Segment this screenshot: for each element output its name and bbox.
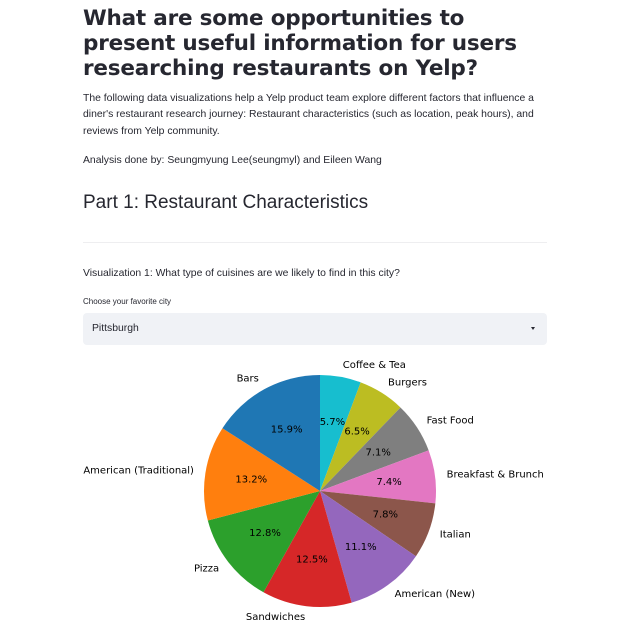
chevron-down-icon <box>531 327 535 330</box>
pie-slice <box>320 491 436 557</box>
pie-slice <box>320 382 401 491</box>
pie-percent-label: 11.1% <box>345 542 377 553</box>
pie-category-labels: Coffee & Tea Burgers Fast Food Breakfast & … <box>83 360 544 623</box>
divider <box>83 242 547 243</box>
pie-slice <box>207 491 320 593</box>
city-select-value: Pittsburgh <box>92 323 139 334</box>
pie-slice <box>222 375 320 491</box>
pie-percent-label: 15.9% <box>271 424 303 435</box>
city-select-label: Choose your favorite city <box>83 297 172 306</box>
pie-percent-label: 12.8% <box>249 528 281 539</box>
pie-category-label: Burgers <box>388 378 427 389</box>
pie-percent-label: 6.5% <box>344 427 369 438</box>
pie-slice <box>320 450 437 504</box>
pie-percent-label: 13.2% <box>235 475 267 486</box>
pie-percent-label: 7.1% <box>365 447 390 458</box>
pie-slice <box>320 407 429 491</box>
page-title: What are some opportunities to present u… <box>83 6 517 81</box>
visualization-label: Visualization 1: What type of cuisines a… <box>83 268 400 279</box>
pie-percent-label: 7.8% <box>373 509 398 520</box>
pie-category-label: Sandwiches <box>246 612 305 623</box>
pie-slices <box>204 375 437 607</box>
byline: Analysis done by: Seungmyung Lee(seungmy… <box>83 155 382 166</box>
pie-category-label: Fast Food <box>427 415 474 426</box>
pie-category-label: Coffee & Tea <box>343 360 406 371</box>
pie-slice <box>204 428 320 521</box>
city-select[interactable]: Pittsburgh <box>83 313 547 345</box>
section-title: Part 1: Restaurant Characteristics <box>83 192 369 213</box>
pie-percent-label: 12.5% <box>296 555 328 566</box>
pie-percent-label: 7.4% <box>376 477 401 488</box>
pie-category-label: Italian <box>440 529 471 540</box>
pie-category-label: Bars <box>237 373 259 384</box>
cuisine-pie-chart: 5.7%6.5% 7.1% 7.4% 7.8% 11.1% 12.5% 12.8% 13.2%… <box>83 360 544 623</box>
pie-category-label: American (Traditional) <box>83 466 194 477</box>
pie-category-label: Pizza <box>194 564 219 575</box>
pie-category-label: Breakfast & Brunch <box>447 470 544 481</box>
pie-slice <box>263 491 352 607</box>
pie-percent-label: 5.7% <box>320 417 345 428</box>
intro-paragraph: The following data visualizations help a… <box>83 93 534 137</box>
pie-percent-labels: 5.7%6.5% 7.1% 7.4% 7.8% 11.1% 12.5% 12.8% 13.2%… <box>235 417 401 566</box>
pie-slice <box>320 491 416 603</box>
pie-slice <box>320 375 361 491</box>
pie-category-label: American (New) <box>395 589 475 600</box>
